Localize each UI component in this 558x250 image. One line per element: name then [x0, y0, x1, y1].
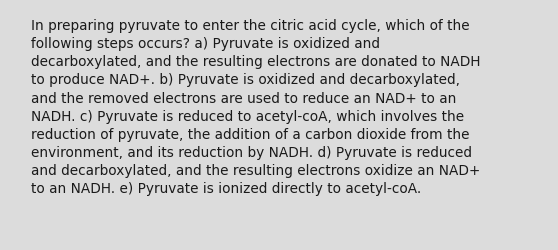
Text: In preparing pyruvate to enter the citric acid cycle, which of the
following ste: In preparing pyruvate to enter the citri…: [31, 19, 480, 196]
